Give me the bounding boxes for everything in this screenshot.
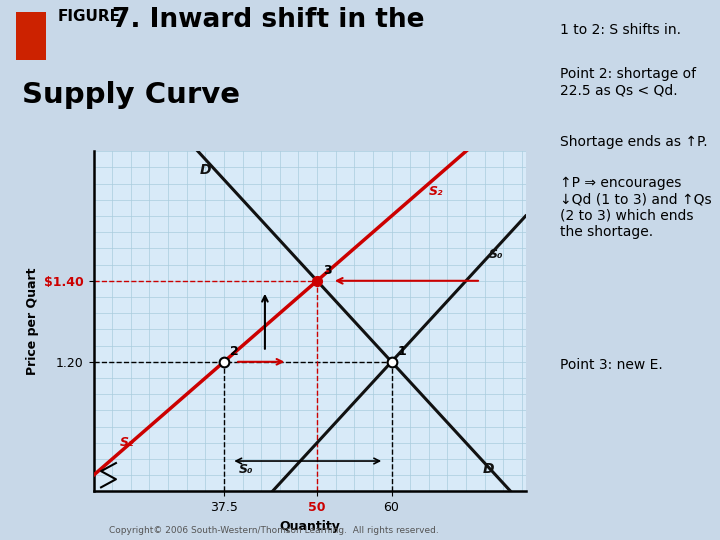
Text: Supply Curve: Supply Curve [22,81,240,109]
X-axis label: Quantity: Quantity [279,519,340,532]
Text: Shortage ends as ↑P.: Shortage ends as ↑P. [559,135,707,149]
Text: ↑P ⇒ encourages
↓Qd (1 to 3) and ↑Qs
(2 to 3) which ends
the shortage.: ↑P ⇒ encourages ↓Qd (1 to 3) and ↑Qs (2 … [559,176,711,239]
Text: S₂: S₂ [429,185,444,198]
Text: D: D [482,462,494,476]
Text: D: D [199,164,211,177]
Text: Point 2: shortage of
22.5 as Qs < Qd.: Point 2: shortage of 22.5 as Qs < Qd. [559,68,696,98]
Text: S₀: S₀ [239,463,253,476]
Text: 1 to 2: S shifts in.: 1 to 2: S shifts in. [559,23,680,37]
Text: Point 3: new E.: Point 3: new E. [559,357,662,372]
Y-axis label: Price per Quart: Price per Quart [26,267,39,375]
Text: Copyright© 2006 South-Western/Thomson Learning.  All rights reserved.: Copyright© 2006 South-Western/Thomson Le… [109,525,438,535]
Text: 2: 2 [230,345,238,357]
Text: 3: 3 [323,264,332,276]
Bar [17,12,46,59]
Text: FIGURE: FIGURE [58,9,120,24]
Text: S₂: S₂ [120,436,135,449]
Text: 1: 1 [397,345,406,357]
Text: S₀: S₀ [488,248,503,261]
Text: 7. Inward shift in the: 7. Inward shift in the [112,6,424,32]
